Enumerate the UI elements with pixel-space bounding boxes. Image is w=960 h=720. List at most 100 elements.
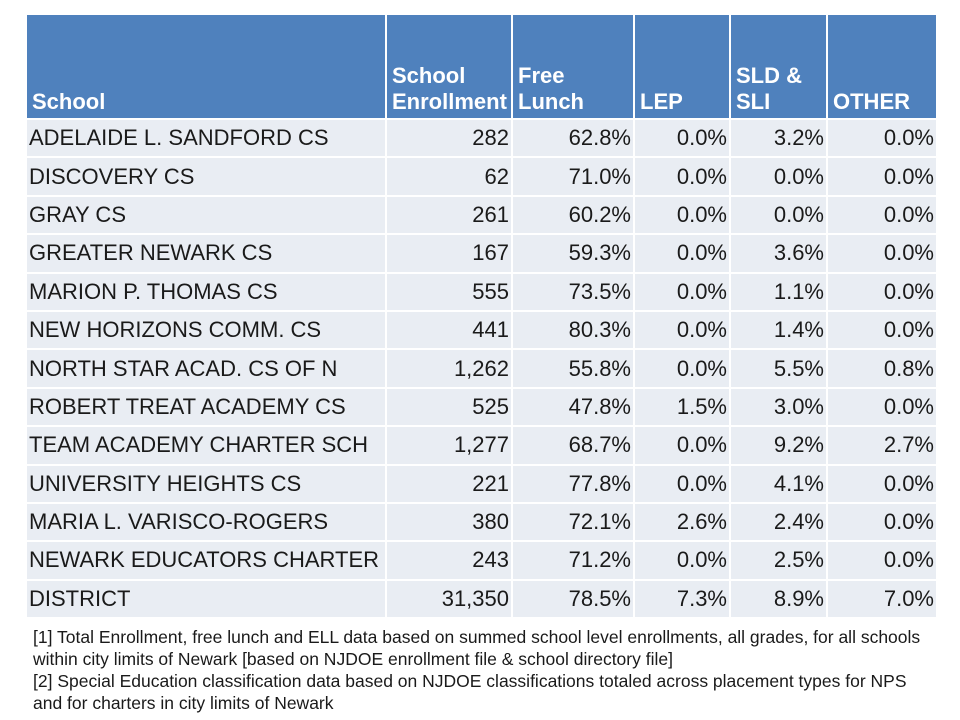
school-name-cell: ADELAIDE L. SANDFORD CS	[25, 117, 387, 159]
value-cell: 77.8%	[511, 463, 635, 504]
value-cell: 62	[385, 156, 513, 197]
value-cell: 3.2%	[729, 117, 828, 159]
footnotes-block: [1] Total Enrollment, free lunch and ELL…	[33, 626, 931, 714]
column-header-other: OTHER	[826, 13, 938, 120]
value-cell: 243	[385, 540, 513, 581]
value-cell: 221	[385, 463, 513, 504]
value-cell: 1,262	[385, 348, 513, 389]
value-cell: 380	[385, 501, 513, 543]
school-data-table: School School Enrollment Free Lunch LEP SLD …	[25, 13, 938, 620]
value-cell: 0.0%	[826, 309, 938, 351]
table-row: TEAM ACADEMY CHARTER SCH 1,277 68.7% 0.0% 9.…	[25, 425, 938, 466]
value-cell: 4.1%	[729, 463, 828, 504]
value-cell: 7.3%	[633, 578, 731, 620]
value-cell: 62.8%	[511, 117, 635, 159]
value-cell: 0.0%	[633, 117, 731, 159]
value-cell: 9.2%	[729, 425, 828, 466]
value-cell: 2.4%	[729, 501, 828, 543]
value-cell: 3.0%	[729, 386, 828, 428]
column-header-enrollment: School Enrollment	[385, 13, 513, 120]
value-cell: 31,350	[385, 578, 513, 620]
value-cell: 0.0%	[633, 540, 731, 581]
value-cell: 0.8%	[826, 348, 938, 389]
value-cell: 80.3%	[511, 309, 635, 351]
table-row: GRAY CS 261 60.2% 0.0% 0.0% 0.0%	[25, 194, 938, 236]
school-name-cell: NORTH STAR ACAD. CS OF N	[25, 348, 387, 389]
school-name-cell: GREATER NEWARK CS	[25, 233, 387, 274]
table-row: NEWARK EDUCATORS CHARTER 243 71.2% 0.0% 2.5%…	[25, 540, 938, 581]
value-cell: 0.0%	[826, 501, 938, 543]
table-row: MARIA L. VARISCO-ROGERS 380 72.1% 2.6% 2.4% 0…	[25, 501, 938, 543]
value-cell: 7.0%	[826, 578, 938, 620]
school-name-cell: MARIA L. VARISCO-ROGERS	[25, 501, 387, 543]
value-cell: 0.0%	[729, 194, 828, 236]
value-cell: 59.3%	[511, 233, 635, 274]
value-cell: 71.2%	[511, 540, 635, 581]
value-cell: 0.0%	[826, 194, 938, 236]
table-row: DISTRICT 31,350 78.5% 7.3% 8.9% 7.0%	[25, 578, 938, 620]
value-cell: 73.5%	[511, 271, 635, 312]
school-name-cell: TEAM ACADEMY CHARTER SCH	[25, 425, 387, 466]
value-cell: 0.0%	[826, 233, 938, 274]
value-cell: 5.5%	[729, 348, 828, 389]
value-cell: 47.8%	[511, 386, 635, 428]
value-cell: 441	[385, 309, 513, 351]
table-header-row: School School Enrollment Free Lunch LEP SLD …	[25, 13, 938, 120]
table-row: DISCOVERY CS 62 71.0% 0.0% 0.0% 0.0%	[25, 156, 938, 197]
value-cell: 0.0%	[633, 309, 731, 351]
value-cell: 0.0%	[633, 194, 731, 236]
value-cell: 0.0%	[826, 117, 938, 159]
column-header-lep: LEP	[633, 13, 731, 120]
school-name-cell: DISTRICT	[25, 578, 387, 620]
school-name-cell: GRAY CS	[25, 194, 387, 236]
footnote-2: [2] Special Education classification dat…	[33, 671, 907, 714]
table-row: MARION P. THOMAS CS 555 73.5% 0.0% 1.1% 0.0%	[25, 271, 938, 312]
value-cell: 1.4%	[729, 309, 828, 351]
value-cell: 2.5%	[729, 540, 828, 581]
school-name-cell: UNIVERSITY HEIGHTS CS	[25, 463, 387, 504]
value-cell: 0.0%	[633, 463, 731, 504]
value-cell: 71.0%	[511, 156, 635, 197]
value-cell: 1,277	[385, 425, 513, 466]
table-row: GREATER NEWARK CS 167 59.3% 0.0% 3.6% 0.0%	[25, 233, 938, 274]
value-cell: 2.6%	[633, 501, 731, 543]
value-cell: 0.0%	[633, 233, 731, 274]
school-name-cell: NEW HORIZONS COMM. CS	[25, 309, 387, 351]
value-cell: 0.0%	[633, 156, 731, 197]
value-cell: 2.7%	[826, 425, 938, 466]
value-cell: 78.5%	[511, 578, 635, 620]
value-cell: 0.0%	[826, 386, 938, 428]
value-cell: 0.0%	[826, 156, 938, 197]
value-cell: 8.9%	[729, 578, 828, 620]
table-row: NORTH STAR ACAD. CS OF N 1,262 55.8% 0.0% 5.…	[25, 348, 938, 389]
column-header-school: School	[25, 13, 387, 120]
value-cell: 60.2%	[511, 194, 635, 236]
value-cell: 0.0%	[633, 348, 731, 389]
value-cell: 1.1%	[729, 271, 828, 312]
value-cell: 0.0%	[826, 271, 938, 312]
column-header-sld_sli: SLD & SLI	[729, 13, 828, 120]
value-cell: 72.1%	[511, 501, 635, 543]
value-cell: 282	[385, 117, 513, 159]
value-cell: 0.0%	[633, 271, 731, 312]
school-name-cell: ROBERT TREAT ACADEMY CS	[25, 386, 387, 428]
value-cell: 167	[385, 233, 513, 274]
table-row: UNIVERSITY HEIGHTS CS 221 77.8% 0.0% 4.1% 0.0…	[25, 463, 938, 504]
value-cell: 0.0%	[826, 463, 938, 504]
value-cell: 55.8%	[511, 348, 635, 389]
footnote-1: [1] Total Enrollment, free lunch and ELL…	[33, 627, 921, 670]
table-body: ADELAIDE L. SANDFORD CS 282 62.8% 0.0% 3.2% 0…	[25, 117, 938, 620]
value-cell: 68.7%	[511, 425, 635, 466]
value-cell: 525	[385, 386, 513, 428]
school-name-cell: NEWARK EDUCATORS CHARTER	[25, 540, 387, 581]
value-cell: 0.0%	[633, 425, 731, 466]
value-cell: 3.6%	[729, 233, 828, 274]
table-row: ROBERT TREAT ACADEMY CS 525 47.8% 1.5% 3.0% 0…	[25, 386, 938, 428]
value-cell: 0.0%	[729, 156, 828, 197]
column-header-free_lunch: Free Lunch	[511, 13, 635, 120]
school-name-cell: DISCOVERY CS	[25, 156, 387, 197]
value-cell: 555	[385, 271, 513, 312]
value-cell: 261	[385, 194, 513, 236]
table-row: ADELAIDE L. SANDFORD CS 282 62.8% 0.0% 3.2% 0…	[25, 117, 938, 159]
